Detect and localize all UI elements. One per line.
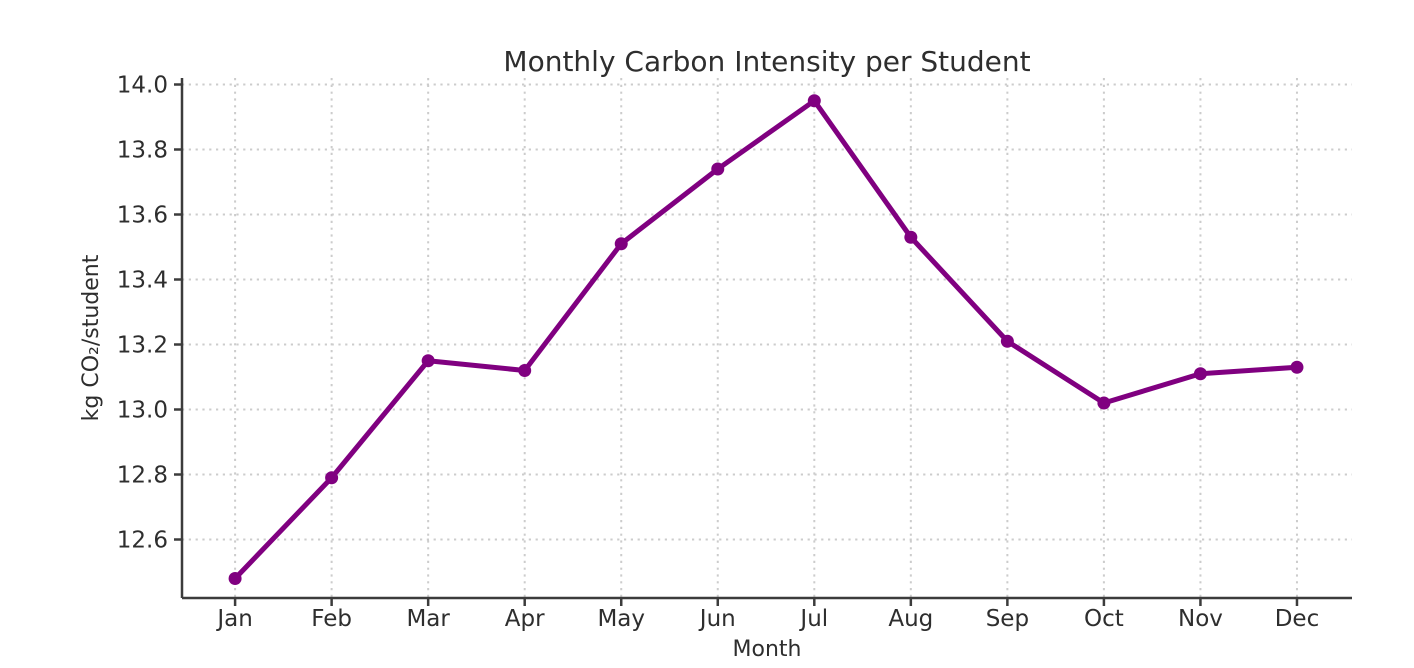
- data-point-apr: [518, 364, 532, 377]
- x-tick-label-may: May: [597, 606, 645, 632]
- data-point-jan: [228, 572, 242, 585]
- data-point-aug: [904, 230, 918, 244]
- series-layer: [228, 94, 1304, 585]
- x-tick-label-dec: Dec: [1275, 606, 1320, 632]
- y-tick-label-12.6: 12.6: [117, 528, 168, 554]
- data-point-dec: [1290, 360, 1304, 374]
- x-tick-label-jun: Jun: [698, 606, 736, 632]
- y-tick-label-12.8: 12.8: [117, 463, 168, 489]
- x-tick-label-jan: Jan: [215, 606, 252, 632]
- axes-layer: Jan Feb Mar Apr May Jun Jul Aug Sep Oct Nov Dec 12.6…: [117, 73, 1352, 632]
- x-tick-label-jul: Jul: [798, 606, 828, 632]
- grid-layer: [182, 78, 1352, 598]
- y-tick-label-13: 13.0: [117, 398, 168, 424]
- x-tick-label-nov: Nov: [1178, 606, 1223, 632]
- y-tick-label-13.6: 13.6: [117, 203, 168, 229]
- carbon_intensity_per_student-line: [232, 98, 1300, 581]
- data-point-jul: [807, 94, 821, 108]
- x-tick-label-feb: Feb: [311, 606, 352, 632]
- data-point-feb: [325, 471, 339, 485]
- data-point-sep: [1000, 334, 1014, 348]
- y-tick-label-13.8: 13.8: [117, 138, 168, 164]
- y-tick-label-13.2: 13.2: [117, 333, 168, 359]
- x-tick-label-aug: Aug: [888, 606, 933, 632]
- y-tick-label-13.4: 13.4: [117, 268, 168, 294]
- y-tick-label-14: 14.0: [117, 73, 168, 99]
- y-axis-label: kg CO₂/student: [79, 254, 104, 421]
- data-point-mar: [421, 354, 435, 368]
- data-point-may: [614, 237, 628, 251]
- data-point-oct: [1097, 396, 1111, 410]
- data-point-jun: [711, 162, 725, 176]
- x-tick-label-mar: Mar: [406, 606, 450, 632]
- chart-title: Monthly Carbon Intensity per Student: [503, 45, 1030, 78]
- x-tick-label-oct: Oct: [1084, 606, 1124, 632]
- text-layer: Monthly Carbon Intensity per Student Mon…: [79, 45, 1031, 662]
- x-tick-label-apr: Apr: [505, 606, 545, 632]
- x-tick-label-sep: Sep: [986, 606, 1029, 632]
- data-point-nov: [1193, 367, 1207, 381]
- x-axis-label: Month: [733, 637, 802, 662]
